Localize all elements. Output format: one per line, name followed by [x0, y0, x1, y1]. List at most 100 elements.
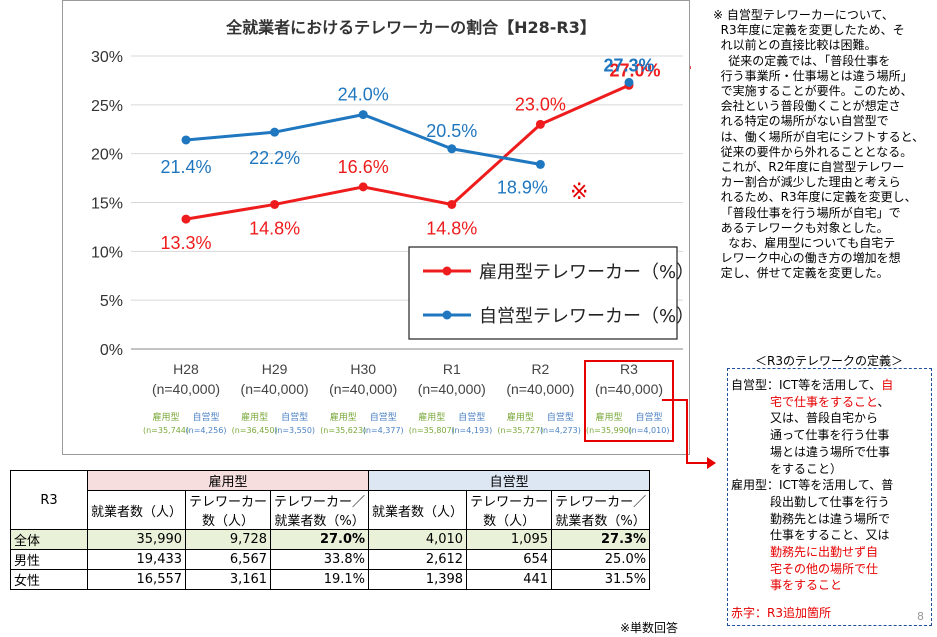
definition-added-text: 事をすること [770, 578, 843, 593]
table-cell: 4,010 [368, 529, 468, 550]
definition-line: 雇用型：ICT等を活用して、普 [731, 477, 893, 494]
definition-added-text: 宅で仕事をすること [770, 394, 878, 409]
y-tick-label: 5% [100, 293, 123, 310]
definition-text: 場とは違う場所で仕事 [770, 444, 891, 459]
table-group-self: 自営型 [368, 470, 651, 491]
table-cell: 1,095 [466, 529, 553, 550]
definition-text: 通って仕事を行う仕事 [770, 428, 890, 443]
data-label: 18.9% [497, 177, 548, 197]
legend-box [408, 246, 678, 340]
sample-emp-n: (n=35,990) [586, 426, 632, 435]
page-number: 8 [917, 610, 924, 623]
series-line [185, 83, 630, 221]
definition-text: をすること） [770, 461, 843, 476]
y-tick-label: 0% [100, 342, 123, 359]
data-point [358, 110, 368, 120]
table-cell: 3,161 [185, 569, 272, 590]
data-label: 21.4% [160, 157, 211, 177]
legend-label: 雇用型テレワーカー（%） [479, 262, 691, 283]
sample-emp-label: 雇用型 [507, 411, 534, 423]
table-group-employed: 雇用型 [86, 470, 370, 491]
data-label: 14.8% [249, 218, 300, 238]
sample-self-label: 自営型 [281, 411, 308, 423]
sample-emp-label: 雇用型 [241, 411, 268, 423]
definition-added-text: 勤務先に出勤せず自 [770, 545, 879, 559]
sample-self-label: 自営型 [192, 411, 219, 423]
x-tick-label: H30 [350, 361, 376, 377]
table-cell: 31.5% [551, 569, 651, 590]
x-tick-sample: (n=40,000) [595, 381, 663, 397]
footnote: ※単数回答 [620, 621, 679, 635]
definition-text: 段出勤して仕事を行う [770, 494, 890, 509]
data-point [624, 77, 634, 87]
table-cell: 25.0% [551, 549, 651, 570]
data-point [447, 144, 457, 154]
note-mark: ※ [570, 180, 588, 205]
sample-emp-label: 雇用型 [330, 411, 357, 423]
x-tick-sample: (n=40,000) [506, 381, 574, 397]
y-tick-label: 15% [91, 196, 123, 213]
definition-line: 又は、普段自宅から [770, 410, 878, 427]
sample-self-n: (n=4,193) [451, 426, 492, 435]
x-tick-sample: (n=40,000) [241, 381, 309, 397]
sample-emp-n: (n=35,623) [320, 426, 366, 435]
table-row: 全体 35,990 9,728 27.0% 4,010 1,095 27.3% [10, 529, 651, 550]
x-tick-sample: (n=40,000) [152, 381, 220, 397]
legend-marker [442, 310, 452, 320]
chart-title: 全就業者におけるテレワーカーの割合【H28-R3】 [225, 18, 596, 37]
table-col-header: テレワーカー 数（人） [466, 490, 553, 530]
sample-self-label: 自営型 [547, 411, 574, 423]
x-tick-label: R3 [620, 361, 638, 377]
table-row: 女性 16,557 3,161 19.1% 1,398 441 31.5% [10, 569, 651, 590]
table-cell: 27.0% [270, 529, 370, 550]
definition-change-note: ※ 自営型テレワーカーについて、 R3年度に定義を変更したため、そ れ以前との直… [713, 8, 925, 281]
definition-footer: 赤字：R3追加箇所 [731, 606, 831, 620]
sample-emp-n: (n=35,744) [143, 426, 189, 435]
data-point [270, 199, 280, 209]
table-cell: 35,990 [86, 529, 187, 550]
table-col-header: テレワーカー／ 就業者数（%） [270, 490, 370, 530]
definition-title: ＜R3のテレワークの定義＞ [755, 354, 903, 368]
table-cell: 19.1% [270, 569, 370, 590]
table-row-header: R3 [10, 470, 88, 530]
definition-line: 自営型：ICT等を活用して、自 [731, 377, 893, 394]
definition-line: 段出勤して仕事を行う [770, 494, 890, 511]
data-point [270, 127, 280, 137]
definition-line: 事をすること [770, 577, 842, 594]
sample-emp-n: (n=36,450) [232, 426, 278, 435]
sample-self-n: (n=3,550) [274, 426, 315, 435]
data-point [447, 199, 457, 209]
x-tick-sample: (n=40,000) [418, 381, 486, 397]
data-label: 13.3% [160, 233, 211, 253]
definition-text: 仕事をすること、又は [770, 528, 890, 543]
table-cell: 33.8% [270, 549, 370, 570]
definition-text: 勤務先とは違う場所で [770, 511, 891, 526]
definition-text: 、 [877, 394, 890, 409]
definition-line: 仕事をすること、又は [770, 527, 890, 544]
y-tick-label: 10% [91, 244, 123, 261]
data-label: 16.6% [338, 157, 389, 177]
legend-marker [442, 266, 452, 276]
table-row: 男性 19,433 6,567 33.8% 2,612 654 25.0% [10, 549, 651, 570]
sample-emp-n: (n=35,727) [497, 426, 543, 435]
data-label: 23.0% [515, 94, 566, 114]
data-label: 27.0% [609, 60, 660, 80]
data-label: 14.8% [426, 218, 477, 238]
definition-added-text: 宅その他の場所で仕 [770, 561, 879, 576]
data-point [535, 119, 545, 129]
sample-self-label: 自営型 [458, 411, 485, 423]
data-point [535, 159, 545, 169]
definition-line: 勤務先とは違う場所で [770, 511, 890, 528]
table-col-header: 就業者数（人） [368, 490, 468, 530]
definition-line: をすること） [770, 461, 842, 478]
sample-self-n: (n=4,256) [186, 426, 227, 435]
sample-emp-label: 雇用型 [152, 411, 179, 423]
table-row-label: 全体 [10, 529, 88, 550]
definition-text: 自営型：ICT等を活用して、 [731, 378, 882, 392]
definition-text: 又は、普段自宅から [770, 411, 879, 426]
x-tick-label: R2 [531, 361, 549, 377]
data-label: 22.2% [249, 148, 300, 168]
table-row-label: 男性 [10, 549, 88, 570]
sample-self-n: (n=4,377) [363, 426, 404, 435]
